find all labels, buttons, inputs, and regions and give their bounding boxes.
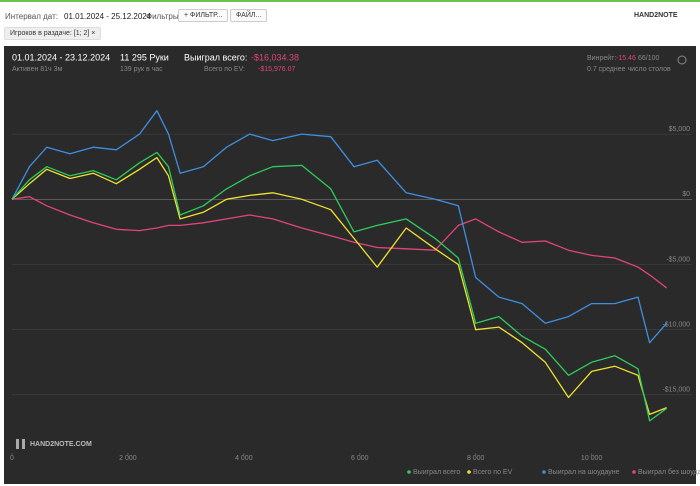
filter-button[interactable]: + ФИЛЬТР...	[178, 9, 229, 22]
legend-label: Всего по EV	[473, 469, 513, 476]
legend-swatch	[467, 470, 471, 474]
x-tick-label: 6 000	[351, 455, 369, 462]
series-line	[11, 151, 668, 422]
active: Активен 81ч 3м	[12, 66, 63, 73]
x-tick-label: 4 000	[235, 455, 253, 462]
button-text: ФИЛЬТР...	[190, 12, 223, 19]
watermark: HAND2NOTE.COM	[30, 441, 92, 448]
legend-label: Выиграл на шоудауне	[548, 469, 620, 476]
series-line	[11, 110, 668, 344]
y-tick-label: -$15,000	[662, 387, 690, 394]
hands: 11 295 Руки	[120, 52, 169, 62]
legend-swatch	[542, 470, 546, 474]
chart-panel	[4, 46, 696, 484]
winrate-unit: 66/100	[638, 55, 660, 62]
x-tick-label: 2 000	[119, 455, 137, 462]
legend-label: Выиграл всего	[413, 469, 460, 476]
ev-value: -$15,976.07	[258, 66, 295, 73]
y-tick-label: -$10,000	[662, 322, 690, 329]
y-tick-label: $5,000	[669, 126, 691, 133]
winrate-label: Винрейт:	[587, 54, 616, 62]
watermark-icon	[22, 439, 25, 449]
hands-per-hour: 139 рук в час	[120, 66, 163, 73]
file-button[interactable]: ФАЙЛ...	[230, 9, 268, 22]
legend-swatch	[632, 470, 636, 474]
x-tick-label: 0	[10, 455, 14, 462]
x-tick-label: 10 000	[581, 455, 603, 462]
series-line	[11, 156, 667, 416]
won-label: Выиграл всего:	[184, 52, 247, 62]
y-tick-label: $0	[682, 191, 690, 198]
tables: 0.7 среднее число столов	[587, 66, 671, 73]
legend-swatch	[407, 470, 411, 474]
settings-icon[interactable]	[677, 55, 687, 65]
label: Интервал дат:	[5, 12, 58, 21]
won-value: -$16,034.38	[251, 52, 299, 62]
series-line	[11, 196, 668, 289]
logo: HAND2NOTE	[634, 12, 678, 19]
period: 01.01.2024 - 23.12.2024	[12, 52, 110, 62]
winrate-value: -15.46	[616, 55, 636, 62]
chip-text: Игроков в раздаче: [1; 2]	[10, 30, 90, 37]
chip[interactable]: Игроков в раздаче: [1; 2] ×	[4, 27, 102, 40]
x-tick-label: 8 000	[467, 455, 485, 462]
legend-label: Выиграл без шоудауна	[638, 468, 700, 476]
ev-label: Всего по EV:	[204, 66, 245, 73]
label: Фильтры:	[146, 12, 181, 21]
watermark-icon	[16, 439, 19, 449]
y-tick-label: -$5,000	[666, 256, 690, 263]
date-range[interactable]: 01.01.2024 - 25.12.2024	[64, 12, 152, 21]
